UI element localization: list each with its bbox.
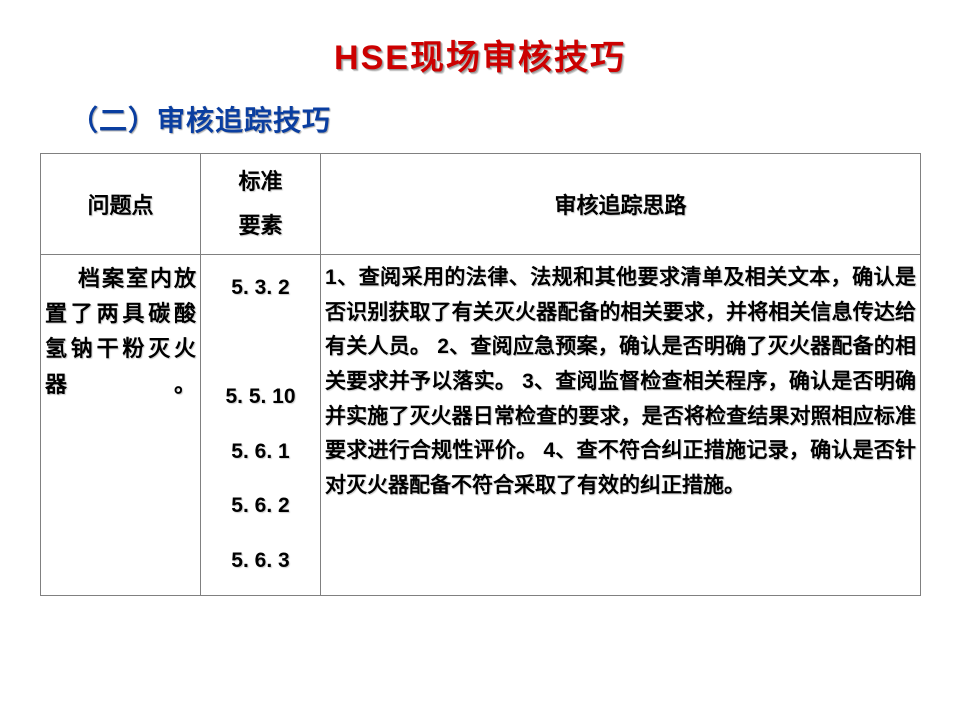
section-subtitle: （二）审核追踪技巧 [70,99,960,139]
header-standard: 标准 要素 [201,154,321,255]
page-title: HSE现场审核技巧 [0,30,960,79]
header-standard-line2: 要素 [205,204,316,248]
cell-standards: 5. 3. 2 5. 5. 10 5. 6. 1 5. 6. 2 5. 6. 3 [201,255,321,596]
header-idea: 审核追踪思路 [321,154,921,255]
cell-idea: 1、查阅采用的法律、法规和其他要求清单及相关文本，确认是否识别获取了有关灭火器配… [321,255,921,596]
table-header-row: 问题点 标准 要素 审核追踪思路 [41,154,921,255]
header-problem: 问题点 [41,154,201,255]
cell-problem: 档案室内放置了两具碳酸氢钠干粉灭火器。 [41,255,201,596]
slide-page: HSE现场审核技巧 （二）审核追踪技巧 问题点 标准 要素 审核追踪思路 档案室… [0,0,960,720]
table-row: 档案室内放置了两具碳酸氢钠干粉灭火器。 5. 3. 2 5. 5. 10 5. … [41,255,921,596]
audit-table: 问题点 标准 要素 审核追踪思路 档案室内放置了两具碳酸氢钠干粉灭火器。 5. … [40,153,921,596]
header-standard-line1: 标准 [205,160,316,204]
